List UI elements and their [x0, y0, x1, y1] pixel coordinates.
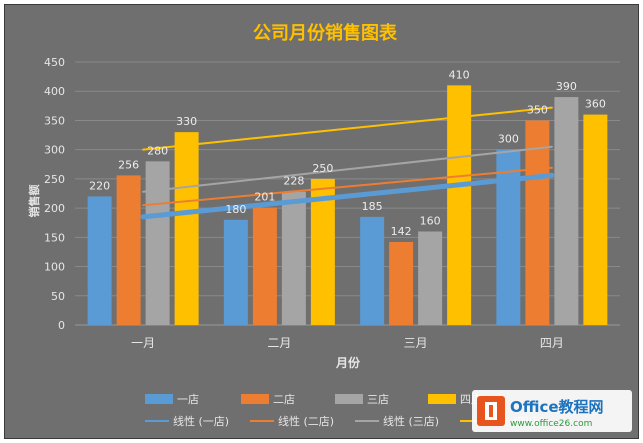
data-label: 220	[89, 179, 110, 192]
data-label: 201	[254, 191, 275, 204]
data-label: 280	[147, 144, 168, 157]
bar	[360, 216, 385, 325]
y-tick-label: 300	[44, 144, 65, 157]
legend-label: 三店	[367, 392, 389, 406]
data-label: 350	[527, 103, 548, 116]
x-tick-label: 二月	[267, 336, 291, 350]
trendline	[142, 106, 553, 151]
data-label: 390	[556, 80, 577, 93]
data-label: 180	[225, 203, 246, 216]
trendline	[142, 166, 553, 207]
chart-container: 公司月份销售图表 0 50 100 150 200 250 300 350 400 450 220…	[4, 4, 639, 439]
data-label: 256	[118, 158, 139, 171]
y-axis-title: 销售额	[27, 185, 41, 218]
sales-chart: 公司月份销售图表 0 50 100 150 200 250 300 350 400 450 220…	[5, 5, 638, 438]
bar	[145, 161, 170, 325]
office-logo-icon	[477, 396, 505, 426]
trendline	[140, 172, 555, 220]
bar	[281, 191, 306, 325]
x-tick-label: 三月	[404, 336, 428, 350]
bar	[447, 85, 472, 325]
x-axis-title: 月份	[335, 355, 361, 370]
bar	[87, 196, 112, 325]
data-labels: 220 256 280 330 180 201 228 250 185 142 160 410 300 3…	[89, 68, 606, 238]
y-tick-label: 100	[44, 261, 65, 274]
legend-swatch	[335, 394, 363, 404]
watermark-brand: Office教程网	[510, 398, 604, 416]
bar	[554, 97, 579, 325]
bar	[116, 175, 141, 325]
data-label: 360	[585, 98, 606, 111]
bar	[418, 231, 443, 325]
data-label: 142	[391, 225, 412, 238]
bar	[496, 149, 521, 325]
bar	[252, 207, 277, 325]
legend-swatch	[428, 394, 456, 404]
bar	[310, 178, 335, 325]
legend-label: 线性 (一店)	[173, 414, 229, 428]
x-axis: 一月 二月 三月 四月	[131, 336, 564, 350]
watermark-url: www.office26.com	[510, 419, 592, 429]
chart-title: 公司月份销售图表	[253, 22, 398, 44]
legend-swatch	[145, 394, 173, 404]
y-tick-label: 200	[44, 202, 65, 215]
legend-label: 线性 (二店)	[278, 414, 334, 428]
data-label: 185	[362, 200, 383, 213]
y-axis: 0 50 100 150 200 250 300 350 400 450	[44, 56, 65, 332]
bar	[223, 219, 248, 325]
x-tick-label: 一月	[131, 336, 155, 350]
x-tick-label: 四月	[540, 336, 564, 350]
data-label: 228	[283, 175, 304, 188]
y-tick-label: 250	[44, 173, 65, 186]
y-tick-label: 400	[44, 85, 65, 98]
legend-label: 线性 (三店)	[383, 414, 439, 428]
legend-swatch	[241, 394, 269, 404]
trendlines	[140, 106, 555, 220]
data-label: 330	[176, 115, 197, 128]
legend-label: 一店	[177, 392, 199, 406]
y-tick-label: 350	[44, 114, 65, 127]
bar	[174, 132, 199, 325]
bar	[389, 242, 414, 325]
y-tick-label: 450	[44, 56, 65, 69]
data-label: 250	[312, 162, 333, 175]
y-tick-label: 50	[51, 290, 65, 303]
trendline	[142, 145, 553, 193]
watermark: Office教程网 www.office26.com	[472, 390, 632, 432]
legend-label: 二店	[273, 392, 295, 406]
y-tick-label: 150	[44, 231, 65, 244]
bar	[583, 114, 608, 325]
bar	[525, 120, 550, 325]
data-label: 300	[498, 133, 519, 146]
y-tick-label: 0	[58, 319, 65, 332]
bars	[87, 85, 608, 325]
data-label: 410	[449, 68, 470, 81]
data-label: 160	[420, 214, 441, 227]
